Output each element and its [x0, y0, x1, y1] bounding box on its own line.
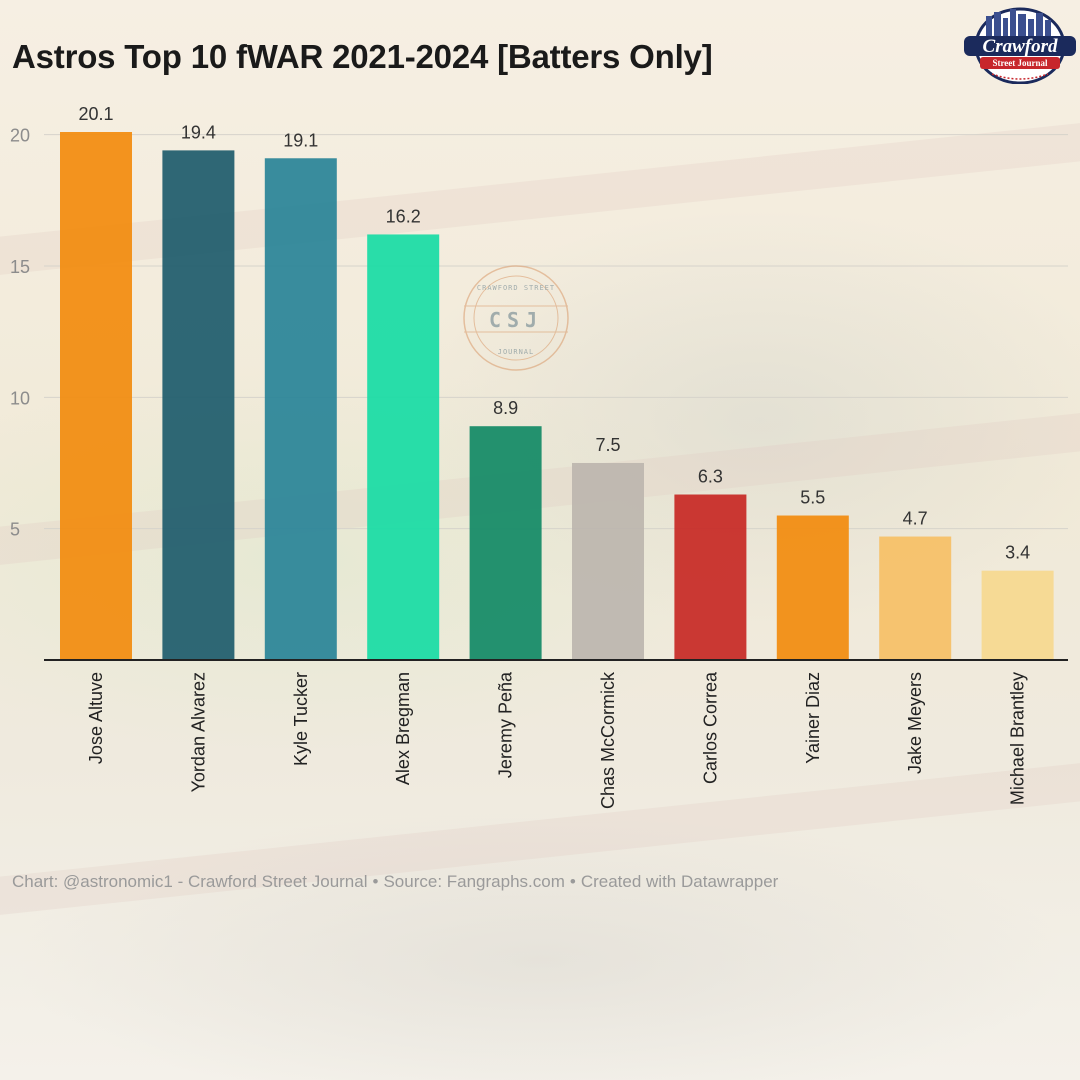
logo-name-line2: Street Journal: [992, 58, 1048, 68]
watermark-bottom-text: JOURNAL: [498, 348, 535, 356]
x-category-label: Alex Bregman: [393, 672, 413, 785]
value-labels: 20.1 19.4 19.1 16.2 8.9 7.5 6.3 5.5 4.7 3.4: [78, 104, 1030, 563]
x-category-label: Michael Brantley: [1008, 672, 1028, 805]
x-category-label: Chas McCormick: [598, 671, 618, 809]
bar-value-label: 7.5: [595, 435, 620, 455]
bar-value-label: 16.2: [386, 206, 421, 226]
bar: [572, 462, 644, 660]
chart-footer: Chart: @astronomic1 - Crawford Street Jo…: [12, 872, 778, 892]
y-tick-label: 20: [10, 126, 30, 146]
csj-watermark: CSJ CRAWFORD STREET JOURNAL: [463, 265, 569, 371]
bar-value-label: 20.1: [78, 104, 113, 124]
created-with: Created with Datawrapper: [580, 872, 779, 891]
y-tick-label: 15: [10, 257, 30, 277]
bar: [60, 132, 132, 660]
y-tick-label: 10: [10, 388, 30, 408]
watermark-mid-text: CSJ: [489, 308, 543, 332]
bar: [367, 234, 440, 660]
chart-title: Astros Top 10 fWAR 2021-2024 [Batters On…: [12, 38, 713, 75]
watermark-top-text: CRAWFORD STREET: [477, 284, 555, 292]
category-labels: Jose Altuve Yordan Alvarez Kyle Tucker Alex…: [86, 671, 1028, 809]
crawford-street-journal-logo: Crawford Street Journal: [964, 7, 1076, 84]
bar: [776, 515, 849, 660]
x-category-label: Jose Altuve: [86, 672, 106, 764]
x-category-label: Yainer Diaz: [803, 672, 823, 764]
footer-separator: •: [372, 872, 379, 891]
bar-value-label: 19.4: [181, 122, 216, 142]
bar-value-label: 19.1: [283, 130, 318, 150]
x-category-label: Carlos Correa: [700, 671, 720, 784]
x-category-label: Yordan Alvarez: [188, 672, 208, 792]
y-tick-label: 5: [10, 520, 20, 540]
x-category-label: Kyle Tucker: [291, 672, 311, 766]
bars: [60, 132, 1054, 660]
chart-credit: Chart: @astronomic1 - Crawford Street Jo…: [12, 872, 368, 891]
bar: [674, 494, 747, 660]
bar: [469, 426, 542, 660]
chart-source: Source: Fangraphs.com: [383, 872, 565, 891]
logo-name-line1: Crawford: [983, 36, 1058, 57]
x-category-label: Jeremy Peña: [496, 671, 516, 778]
bar-value-label: 8.9: [493, 398, 518, 418]
bar: [162, 150, 235, 660]
bar-value-label: 4.7: [903, 509, 928, 529]
bar-value-label: 5.5: [800, 488, 825, 508]
bar-value-label: 3.4: [1005, 543, 1030, 563]
bar-value-label: 6.3: [698, 467, 723, 487]
bar: [981, 570, 1054, 660]
bar: [879, 536, 952, 660]
bar: [264, 158, 337, 660]
x-category-label: Jake Meyers: [905, 672, 925, 774]
footer-separator: •: [569, 872, 576, 891]
